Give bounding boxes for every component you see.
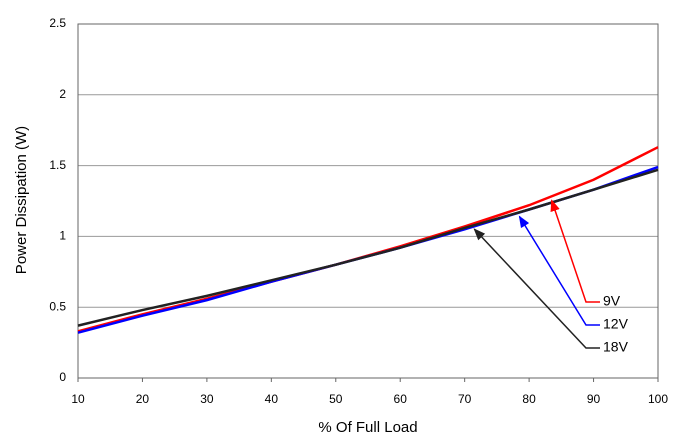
x-tick-label: 50 [329, 392, 343, 406]
series-line [77, 168, 659, 327]
x-axis-title: % Of Full Load [318, 419, 417, 436]
x-tick-label: 90 [587, 392, 601, 406]
x-tick-label: 10 [71, 392, 85, 406]
annotation-arrow [550, 199, 600, 303]
x-tick-label: 40 [265, 392, 279, 406]
annotation-arrow [473, 228, 600, 349]
x-tick-label: 20 [136, 392, 150, 406]
y-tick-label: 1 [59, 229, 66, 243]
y-tick-label: 2 [59, 87, 66, 101]
series-line [77, 146, 659, 333]
series-label: 9V [603, 293, 621, 309]
y-axis-title: Power Dissipation (W) [13, 126, 30, 274]
series-label: 18V [603, 339, 629, 355]
x-tick-label: 100 [648, 392, 668, 406]
y-tick-label: 0.5 [49, 299, 66, 313]
y-tick-label: 0 [59, 370, 66, 384]
annotation-arrow [518, 215, 600, 326]
x-tick-label: 30 [200, 392, 214, 406]
x-tick-label: 80 [522, 392, 536, 406]
plot-border [77, 23, 659, 379]
series-label: 12V [603, 316, 629, 332]
y-tick-label: 2.5 [49, 16, 66, 30]
x-tick-label: 70 [458, 392, 472, 406]
y-tick-label: 1.5 [49, 158, 66, 172]
x-tick-label: 60 [394, 392, 408, 406]
